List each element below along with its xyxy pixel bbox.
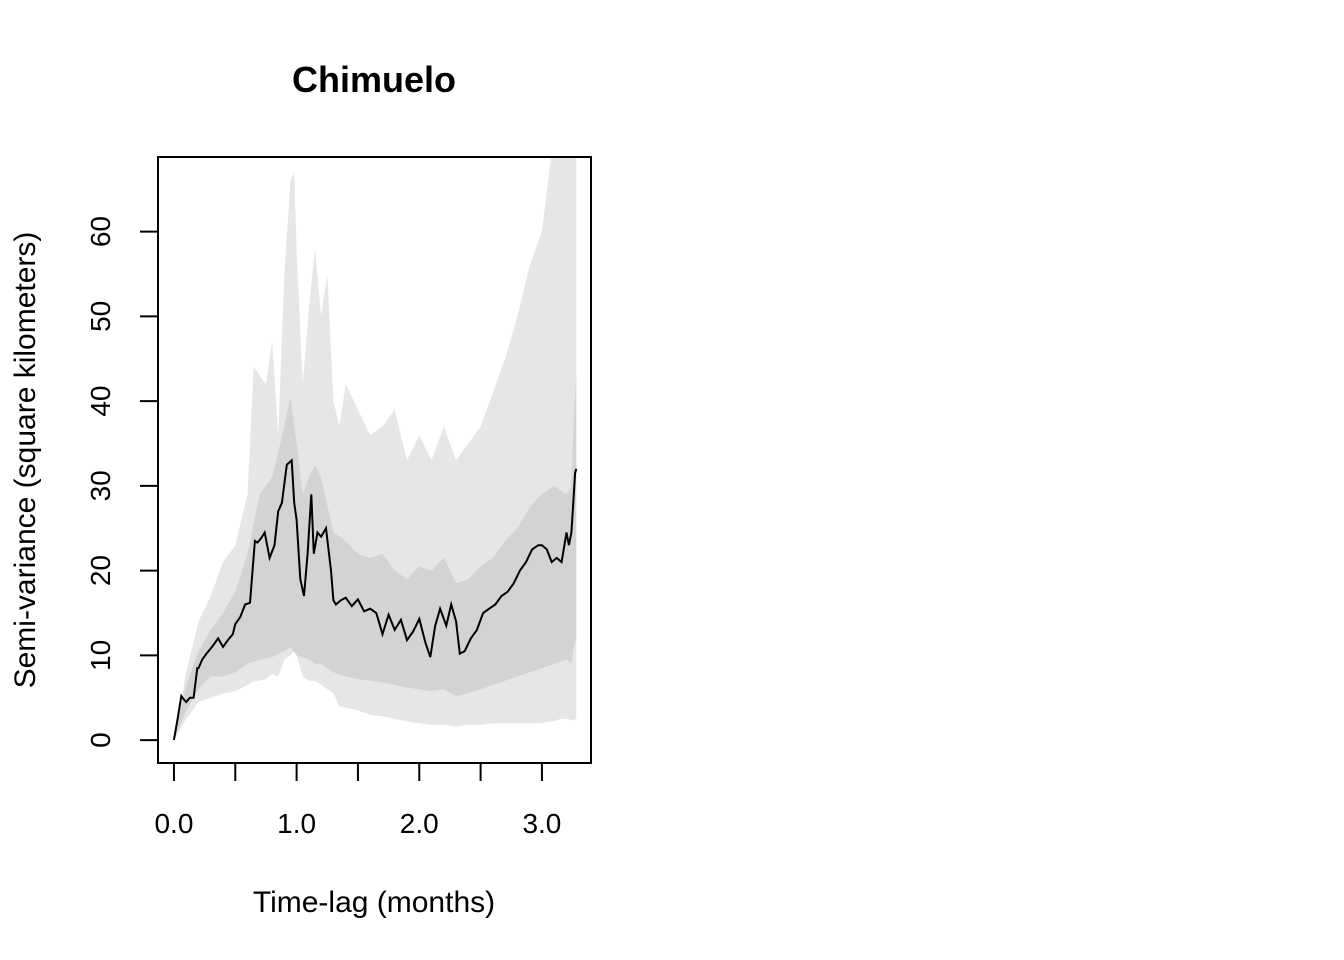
x-axis-label: Time-lag (months) <box>253 886 495 919</box>
y-tick-label: 0 <box>85 732 116 748</box>
y-axis: 0 10 20 30 40 50 60 <box>85 216 159 748</box>
y-tick-label: 50 <box>85 301 116 332</box>
x-tick-label: 3.0 <box>522 808 561 839</box>
x-tick-label: 2.0 <box>400 808 439 839</box>
x-axis: 0.0 1.0 2.0 3.0 <box>154 762 561 839</box>
y-tick-label: 20 <box>85 555 116 586</box>
y-tick-label: 30 <box>85 470 116 501</box>
chart-title: Chimuelo <box>292 59 456 100</box>
inner-confidence-band <box>173 375 577 741</box>
y-tick-label: 10 <box>85 640 116 671</box>
plot-area <box>172 157 578 741</box>
y-axis-label: Semi-variance (square kilometers) <box>9 232 42 689</box>
x-tick-label: 1.0 <box>277 808 316 839</box>
semivariance-line <box>172 458 578 741</box>
y-tick-label: 40 <box>85 386 116 417</box>
x-tick-label: 0.0 <box>154 808 193 839</box>
y-tick-label: 60 <box>85 216 116 247</box>
